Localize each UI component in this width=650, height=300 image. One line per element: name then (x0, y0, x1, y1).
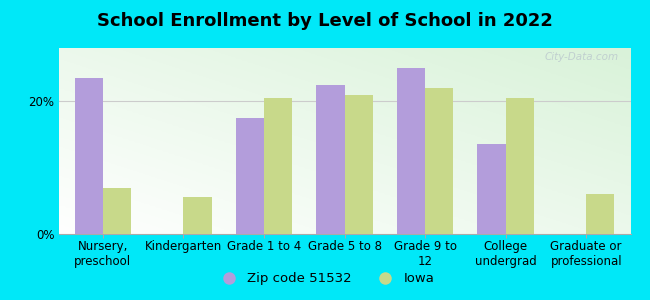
Bar (264, 98, 292, 234)
Bar (75, 78, 103, 234)
Bar (397, 68, 425, 234)
Bar (317, 85, 345, 234)
Text: School Enrollment by Level of School in 2022: School Enrollment by Level of School in … (97, 12, 553, 30)
Bar (344, 94, 372, 234)
Bar (506, 98, 534, 234)
Bar (103, 188, 131, 234)
Bar (425, 88, 453, 234)
Bar (478, 144, 506, 234)
Bar (586, 194, 614, 234)
Legend: Zip code 51532, Iowa: Zip code 51532, Iowa (211, 267, 439, 290)
Text: City-Data.com: City-Data.com (545, 52, 619, 62)
Bar (183, 197, 211, 234)
Bar (236, 118, 264, 234)
